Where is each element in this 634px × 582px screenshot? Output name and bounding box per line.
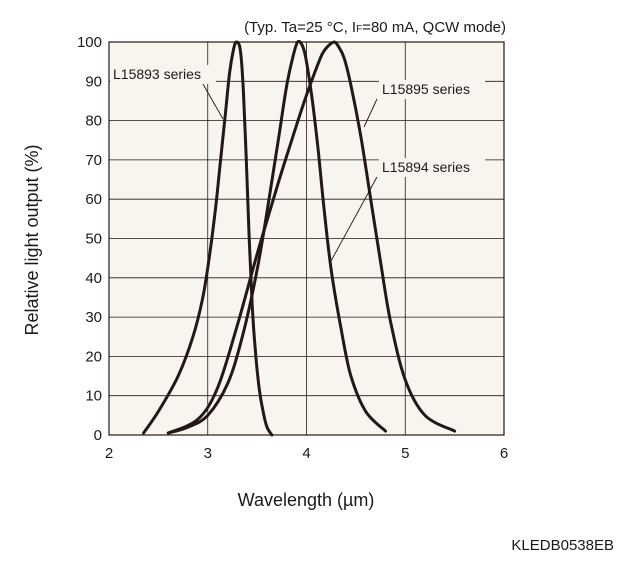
x-tick-label: 3 bbox=[204, 445, 212, 462]
series-label-l15893-series: L15893 series bbox=[113, 66, 201, 82]
y-tick-label: 90 bbox=[85, 73, 102, 90]
measurement-conditions: (Typ. Ta=25 °C, IF=80 mA, QCW mode) bbox=[244, 19, 506, 36]
x-axis-title: Wavelength (µm) bbox=[238, 490, 375, 510]
y-tick-label: 20 bbox=[85, 348, 102, 365]
y-tick-label: 60 bbox=[85, 191, 102, 208]
y-tick-label: 80 bbox=[85, 113, 102, 130]
y-tick-labels: 0 10 20 30 40 50 60 70 80 90 100 bbox=[77, 34, 102, 444]
x-tick-labels: 2 3 4 5 6 bbox=[105, 445, 508, 462]
label-bg-l15895-series bbox=[379, 80, 486, 99]
leader-line-l15894-series bbox=[330, 176, 378, 262]
series-label-l15895-series: L15895 series bbox=[382, 81, 470, 97]
plot-frame bbox=[108, 41, 505, 436]
y-tick-label: 40 bbox=[85, 270, 102, 287]
y-tick-label: 70 bbox=[85, 152, 102, 169]
x-tick-label: 5 bbox=[401, 445, 409, 462]
figure-code: KLEDB0538EB bbox=[511, 537, 614, 554]
curve-l15893-series bbox=[142, 40, 274, 437]
leader-line-l15895-series bbox=[363, 98, 378, 128]
series-label-l15894-series: L15894 series bbox=[382, 159, 470, 175]
y-tick-label: 10 bbox=[85, 388, 102, 405]
y-tick-label: 0 bbox=[94, 427, 102, 444]
label-bg-l15894-series bbox=[379, 158, 486, 177]
y-axis-title: Relative light output (%) bbox=[22, 144, 42, 335]
x-tick-label: 4 bbox=[302, 445, 310, 462]
label-bg-l15893-series bbox=[110, 65, 217, 84]
x-tick-label: 6 bbox=[500, 445, 508, 462]
y-tick-label: 30 bbox=[85, 309, 102, 326]
y-tick-label: 100 bbox=[77, 34, 102, 51]
y-tick-label: 50 bbox=[85, 231, 102, 248]
annotations: L15893 series L15895 series L15894 series bbox=[110, 65, 486, 262]
leader-line-l15893-series bbox=[202, 83, 224, 120]
curve-l15895-series bbox=[166, 40, 457, 435]
x-tick-label: 2 bbox=[105, 445, 113, 462]
